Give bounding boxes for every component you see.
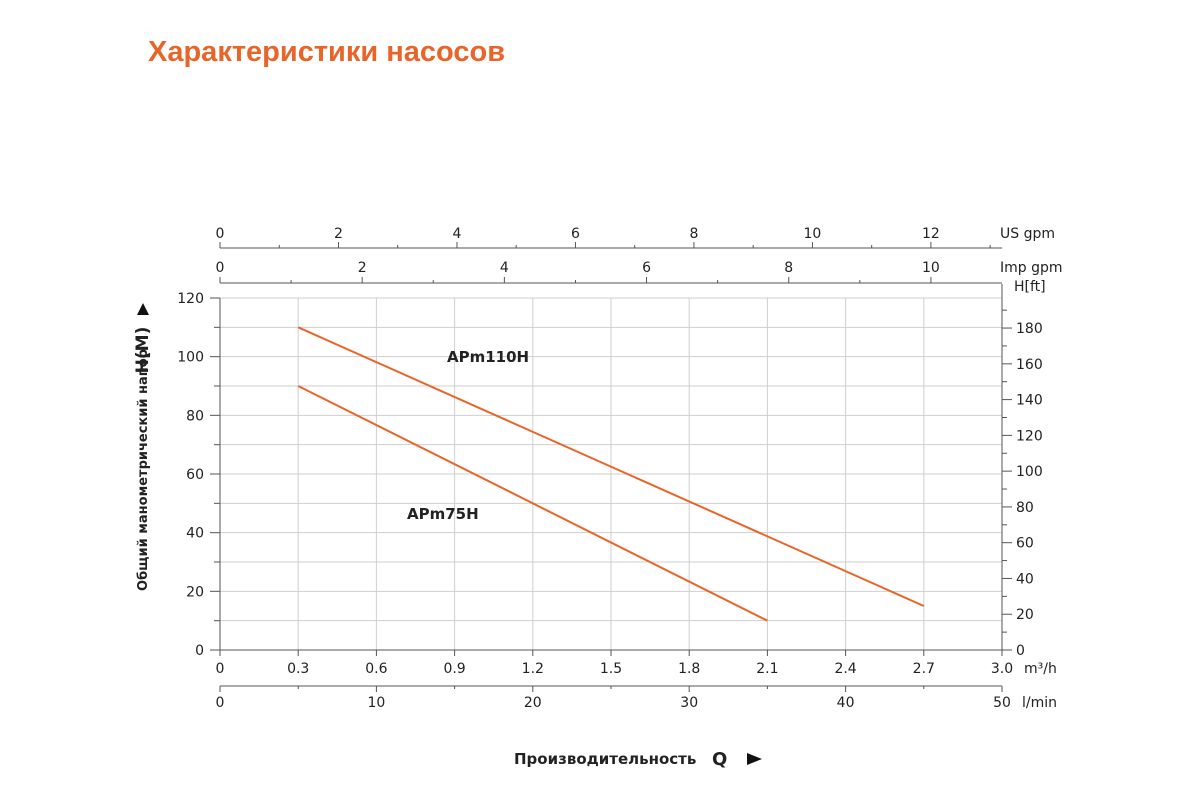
usgpm-tick-label: 2: [334, 226, 343, 242]
lmin-tick-label: 10: [367, 695, 385, 711]
x-tick-label: 2.7: [913, 661, 935, 677]
usgpm-tick-label: 6: [571, 226, 580, 242]
x-tick-label: 1.2: [522, 661, 544, 677]
usgpm-tick-label: 10: [804, 226, 822, 242]
page-title: Характеристики насосов: [148, 36, 506, 68]
x-tick-label: 0: [216, 661, 225, 677]
y-axis-title: Общий манометрический напор: [136, 349, 151, 591]
usgpm-tick-label: 8: [689, 226, 698, 242]
x-tick-label: 0.3: [287, 661, 309, 677]
y-tick-label: 100: [177, 350, 204, 366]
impgpm-tick-label: 6: [642, 260, 651, 276]
impgpm-axis-unit: Imp gpm: [1000, 260, 1063, 276]
y-axis-arrow: [137, 303, 149, 315]
usgpm-tick-label: 0: [216, 226, 225, 242]
impgpm-tick-label: 10: [922, 260, 940, 276]
y-tick-label: 120: [177, 291, 204, 307]
series-label: APm75H: [407, 505, 479, 523]
x-axis-arrow: [747, 753, 762, 765]
x-axis-symbol: Q: [712, 749, 727, 770]
impgpm-tick-label: 0: [216, 260, 225, 276]
x-tick-label: 2.4: [834, 661, 856, 677]
x-tick-label: 0.9: [443, 661, 465, 677]
lmin-tick-label: 30: [680, 695, 698, 711]
impgpm-tick-label: 8: [784, 260, 793, 276]
y-tick-label: 20: [186, 584, 204, 600]
x-tick-label: 3.0: [991, 661, 1013, 677]
hft-tick-label: 40: [1016, 571, 1034, 587]
y-axis-symbol: H(M): [133, 327, 153, 374]
lmin-tick-label: 20: [524, 695, 542, 711]
impgpm-tick-label: 2: [358, 260, 367, 276]
impgpm-tick-label: 4: [500, 260, 509, 276]
series-line-apm75h: [297, 385, 768, 622]
hft-tick-label: 0: [1016, 643, 1025, 659]
y-tick-label: 80: [186, 408, 204, 424]
lmin-tick-label: 0: [216, 695, 225, 711]
series-label: APm110H: [447, 348, 529, 366]
hft-tick-label: 180: [1016, 321, 1043, 337]
lmin-tick-label: 40: [837, 695, 855, 711]
usgpm-tick-label: 4: [453, 226, 462, 242]
x-tick-label: 1.5: [600, 661, 622, 677]
usgpm-tick-label: 12: [922, 226, 940, 242]
x-tick-label: 0.6: [365, 661, 387, 677]
y-tick-label: 40: [186, 526, 204, 542]
x-tick-label: 1.8: [678, 661, 700, 677]
y-tick-label: 60: [186, 467, 204, 483]
hft-tick-label: 160: [1016, 357, 1043, 373]
x-axis-title: Производительность: [514, 750, 696, 768]
hft-axis-unit: H[ft]: [1014, 279, 1046, 295]
hft-tick-label: 80: [1016, 500, 1034, 516]
series-line-apm110h: [297, 326, 925, 607]
usgpm-axis-unit: US gpm: [1000, 226, 1055, 242]
y-tick-label: 0: [195, 643, 204, 659]
hft-tick-label: 120: [1016, 428, 1043, 444]
lmin-axis-unit: l/min: [1022, 695, 1057, 711]
lmin-tick-label: 50: [993, 695, 1011, 711]
hft-tick-label: 100: [1016, 464, 1043, 480]
hft-tick-label: 20: [1016, 607, 1034, 623]
x-axis-unit: m³/h: [1024, 661, 1057, 677]
hft-tick-label: 140: [1016, 393, 1043, 409]
hft-tick-label: 60: [1016, 536, 1034, 552]
x-tick-label: 2.1: [756, 661, 778, 677]
